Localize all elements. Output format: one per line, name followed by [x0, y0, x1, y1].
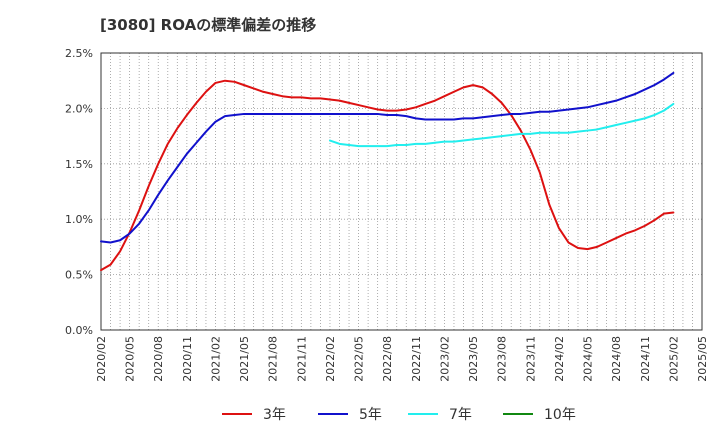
series-line-2 [100, 71, 675, 244]
legend-label: 7年 [449, 407, 472, 423]
x-tick-label: 2025/02 [667, 336, 680, 382]
plot-frame [100, 52, 703, 331]
x-tick-label: 2020/05 [124, 336, 137, 382]
x-tick-label: 2023/05 [467, 336, 480, 382]
y-tick-label: 1.5% [65, 158, 93, 171]
x-tick-label: 2023/11 [524, 336, 537, 382]
x-tick-label: 2022/05 [353, 336, 366, 382]
x-tick-label: 2023/08 [496, 336, 509, 382]
series-line-1 [100, 79, 675, 272]
y-tick-label: 1.0% [65, 213, 93, 226]
x-tick-label: 2025/05 [696, 336, 709, 382]
x-tick-label: 2022/08 [381, 336, 394, 382]
x-tick-label: 2021/02 [209, 336, 222, 382]
legend-label: 3年 [263, 407, 286, 423]
x-tick-label: 2020/11 [181, 336, 194, 382]
legend-label: 5年 [359, 407, 382, 423]
x-tick-label: 2023/02 [438, 336, 451, 382]
y-tick-label: 2.0% [65, 102, 93, 115]
x-tick-label: 2021/08 [267, 336, 280, 382]
x-tick-label: 2021/11 [295, 336, 308, 382]
x-tick-label: 2020/02 [95, 336, 108, 382]
y-tick-label: 0.0% [65, 324, 93, 337]
y-tick-label: 2.5% [65, 47, 93, 60]
x-tick-label: 2024/08 [610, 336, 623, 382]
x-tick-label: 2024/05 [582, 336, 595, 382]
series-line-3 [328, 102, 675, 148]
x-tick-label: 2024/11 [639, 336, 652, 382]
x-tick-label: 2021/05 [238, 336, 251, 382]
x-tick-label: 2022/11 [410, 336, 423, 382]
x-tick-label: 2022/02 [324, 336, 337, 382]
chart-title: [3080] ROAの標準偏差の推移 [100, 16, 317, 34]
x-tick-label: 2020/08 [152, 336, 165, 382]
x-tick-label: 2024/02 [553, 336, 566, 382]
legend-label: 10年 [544, 407, 576, 423]
y-tick-label: 0.5% [65, 269, 93, 282]
